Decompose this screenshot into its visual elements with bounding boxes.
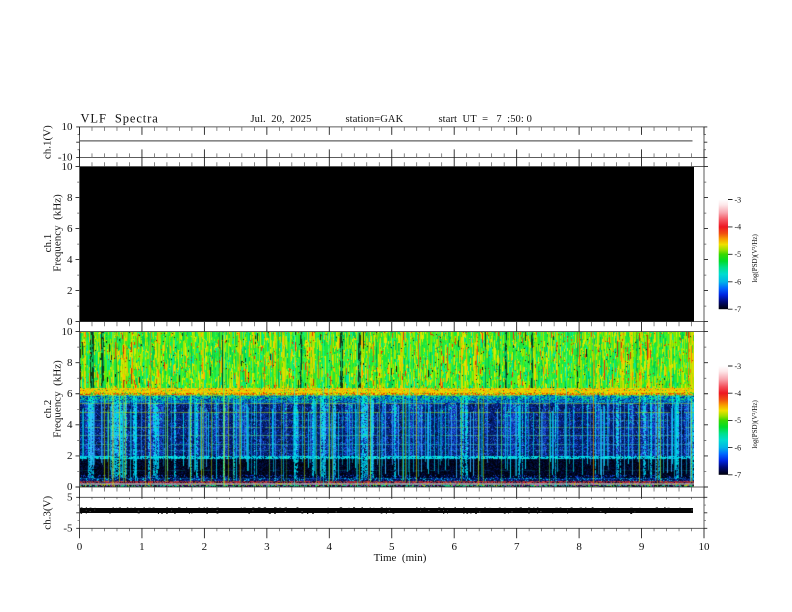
svg-text:Jul. 20, 2025: Jul. 20, 2025 — [251, 114, 312, 125]
svg-text:1: 1 — [139, 541, 145, 553]
svg-text:Time (min): Time (min) — [374, 552, 427, 564]
svg-text:10: 10 — [62, 326, 74, 338]
svg-text:2: 2 — [67, 285, 73, 297]
svg-text:0: 0 — [77, 541, 83, 553]
svg-text:station=GAK: station=GAK — [346, 114, 404, 125]
svg-text:0: 0 — [67, 481, 73, 493]
svg-text:log(PSD)(V²/Hz): log(PSD)(V²/Hz) — [751, 233, 759, 282]
svg-text:9: 9 — [639, 541, 645, 553]
svg-text:8: 8 — [67, 192, 73, 204]
svg-text:ch.2: ch.2 — [42, 400, 54, 419]
svg-text:-7: -7 — [735, 305, 742, 314]
svg-text:-3: -3 — [735, 195, 742, 204]
svg-text:6: 6 — [67, 388, 73, 400]
svg-text:-5: -5 — [735, 416, 742, 425]
svg-text:7: 7 — [514, 541, 520, 553]
svg-text:Frequency (kHz): Frequency (kHz) — [52, 360, 64, 438]
svg-text:-5: -5 — [735, 250, 742, 259]
svg-text:-7: -7 — [735, 471, 742, 480]
svg-text:8: 8 — [67, 357, 73, 369]
svg-text:4: 4 — [67, 254, 73, 266]
svg-text:2: 2 — [67, 450, 73, 462]
svg-text:start UT = 7 :50: 0: start UT = 7 :50: 0 — [439, 114, 532, 125]
svg-text:10: 10 — [699, 541, 711, 553]
svg-text:log(PSD)(V²/Hz): log(PSD)(V²/Hz) — [751, 400, 759, 449]
svg-text:2: 2 — [202, 541, 208, 553]
svg-text:5: 5 — [389, 541, 395, 553]
svg-text:5: 5 — [67, 492, 73, 504]
svg-text:-6: -6 — [735, 443, 742, 452]
svg-text:10: 10 — [62, 161, 74, 173]
svg-text:10: 10 — [62, 121, 74, 133]
svg-text:-5: -5 — [63, 523, 73, 535]
svg-text:-3: -3 — [735, 362, 742, 371]
svg-text:8: 8 — [576, 541, 582, 553]
svg-text:ch.1(V): ch.1(V) — [42, 125, 54, 159]
svg-text:-6: -6 — [735, 278, 742, 287]
svg-text:VLF Spectra: VLF Spectra — [81, 112, 159, 126]
svg-text:ch.1: ch.1 — [42, 234, 54, 253]
svg-text:Frequency (kHz): Frequency (kHz) — [52, 194, 64, 272]
svg-text:0: 0 — [67, 316, 73, 328]
svg-text:6: 6 — [451, 541, 457, 553]
svg-text:4: 4 — [67, 419, 73, 431]
svg-text:4: 4 — [327, 541, 333, 553]
svg-text:-10: -10 — [58, 152, 73, 164]
svg-text:ch.3(V): ch.3(V) — [42, 496, 54, 530]
svg-text:3: 3 — [264, 541, 270, 553]
svg-text:-4: -4 — [735, 389, 742, 398]
svg-text:-4: -4 — [735, 223, 742, 232]
svg-text:6: 6 — [67, 223, 73, 235]
